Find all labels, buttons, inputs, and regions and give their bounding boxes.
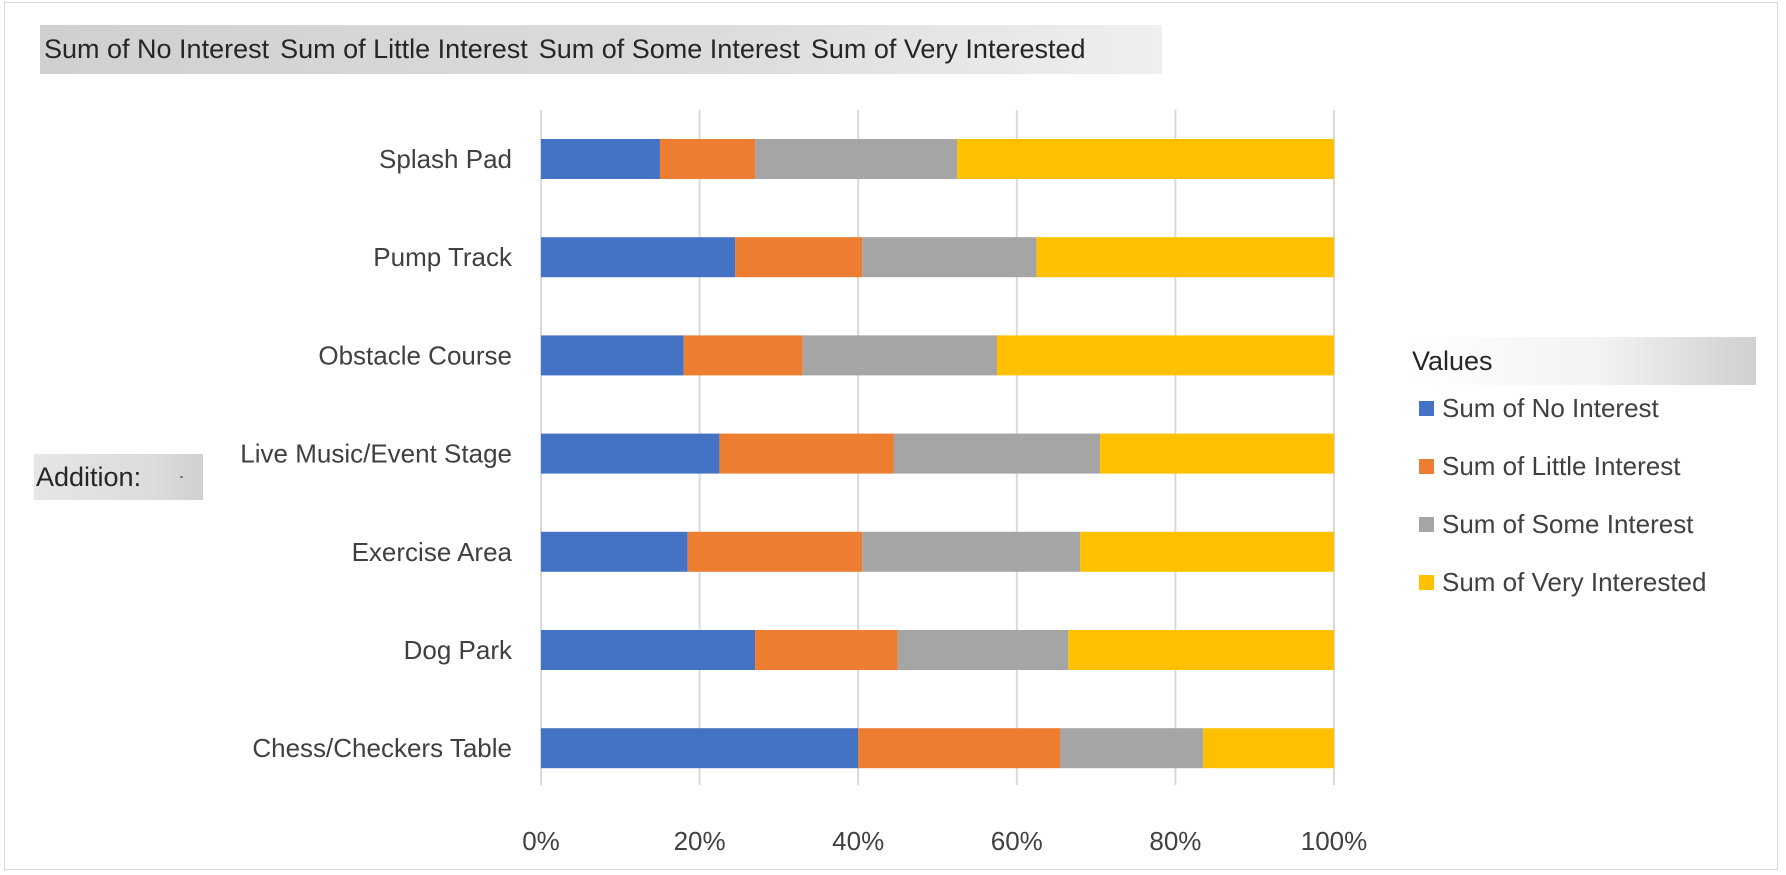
bar-segment xyxy=(893,433,1101,474)
legend-swatch xyxy=(1419,401,1434,416)
bar-segment xyxy=(541,139,660,179)
bar-segment xyxy=(755,139,958,179)
chart-area xyxy=(4,2,1778,870)
x-tick-label: 60% xyxy=(991,826,1043,856)
bar-segment xyxy=(802,335,997,376)
bar-segment xyxy=(659,139,756,179)
bar-segment xyxy=(735,237,863,278)
category-label: Obstacle Course xyxy=(318,340,512,370)
bar-segment xyxy=(755,630,898,670)
bar-segment xyxy=(862,237,1037,278)
x-tick-label: 20% xyxy=(674,826,726,856)
series-field-some-interest[interactable]: Sum of Some Interest xyxy=(538,34,800,64)
x-tick-label: 80% xyxy=(1149,826,1201,856)
x-tick-label: 100% xyxy=(1301,826,1368,856)
x-tick-label: 40% xyxy=(832,826,884,856)
category-label: Chess/Checkers Table xyxy=(252,733,512,763)
category-label: Exercise Area xyxy=(352,537,513,567)
legend-label: Sum of No Interest xyxy=(1442,393,1659,423)
legend-swatch xyxy=(1419,459,1434,474)
bar-segment xyxy=(541,237,736,278)
legend-label: Sum of Very Interested xyxy=(1442,567,1707,597)
axis-field-button[interactable]: Addition: xyxy=(34,454,203,500)
legend-swatch xyxy=(1419,517,1434,532)
x-tick-label: 0% xyxy=(522,826,560,856)
legend-item[interactable]: Sum of Little Interest xyxy=(1419,451,1680,482)
bar-segment xyxy=(957,139,1334,179)
legend-swatch xyxy=(1419,575,1434,590)
series-field-no-interest[interactable]: Sum of No Interest xyxy=(44,34,270,64)
legend-values-button[interactable]: Values xyxy=(1408,337,1756,385)
bar-segment xyxy=(541,728,859,769)
bar-segment xyxy=(541,531,688,572)
bar-segment xyxy=(862,531,1081,572)
bar-segment xyxy=(1100,433,1334,474)
axis-field-label: Addition: xyxy=(36,461,142,492)
bar-segment xyxy=(897,630,1069,670)
bar-segment xyxy=(719,433,894,474)
bar-segment xyxy=(1080,531,1334,572)
bar-segment xyxy=(541,630,756,670)
bar-segment xyxy=(1060,728,1204,769)
dropdown-icon[interactable] xyxy=(180,476,183,478)
bar-segment xyxy=(996,335,1334,376)
category-label: Dog Park xyxy=(404,635,513,665)
bar-segment xyxy=(683,335,803,376)
legend-title: Values xyxy=(1412,345,1493,376)
bar-segment xyxy=(541,433,720,474)
bar-segment xyxy=(687,531,863,572)
bar-segment xyxy=(1036,237,1334,278)
series-field-little-interest[interactable]: Sum of Little Interest xyxy=(280,34,528,64)
legend-item[interactable]: Sum of Very Interested xyxy=(1419,567,1706,598)
category-label: Pump Track xyxy=(373,242,513,272)
bar-segment xyxy=(1203,728,1334,769)
bar-segment xyxy=(1068,630,1334,670)
series-fields-bar[interactable]: Sum of No Interest Sum of Little Interes… xyxy=(40,25,1162,74)
category-label: Splash Pad xyxy=(379,144,512,174)
legend-label: Sum of Some Interest xyxy=(1442,509,1694,539)
legend-item[interactable]: Sum of Some Interest xyxy=(1419,509,1693,540)
category-label: Live Music/Event Stage xyxy=(240,439,512,469)
legend-label: Sum of Little Interest xyxy=(1442,451,1681,481)
legend-item[interactable]: Sum of No Interest xyxy=(1419,393,1659,424)
series-field-very-interested[interactable]: Sum of Very Interested xyxy=(810,34,1086,64)
bar-segment xyxy=(541,335,684,376)
bar-segment xyxy=(858,728,1061,769)
